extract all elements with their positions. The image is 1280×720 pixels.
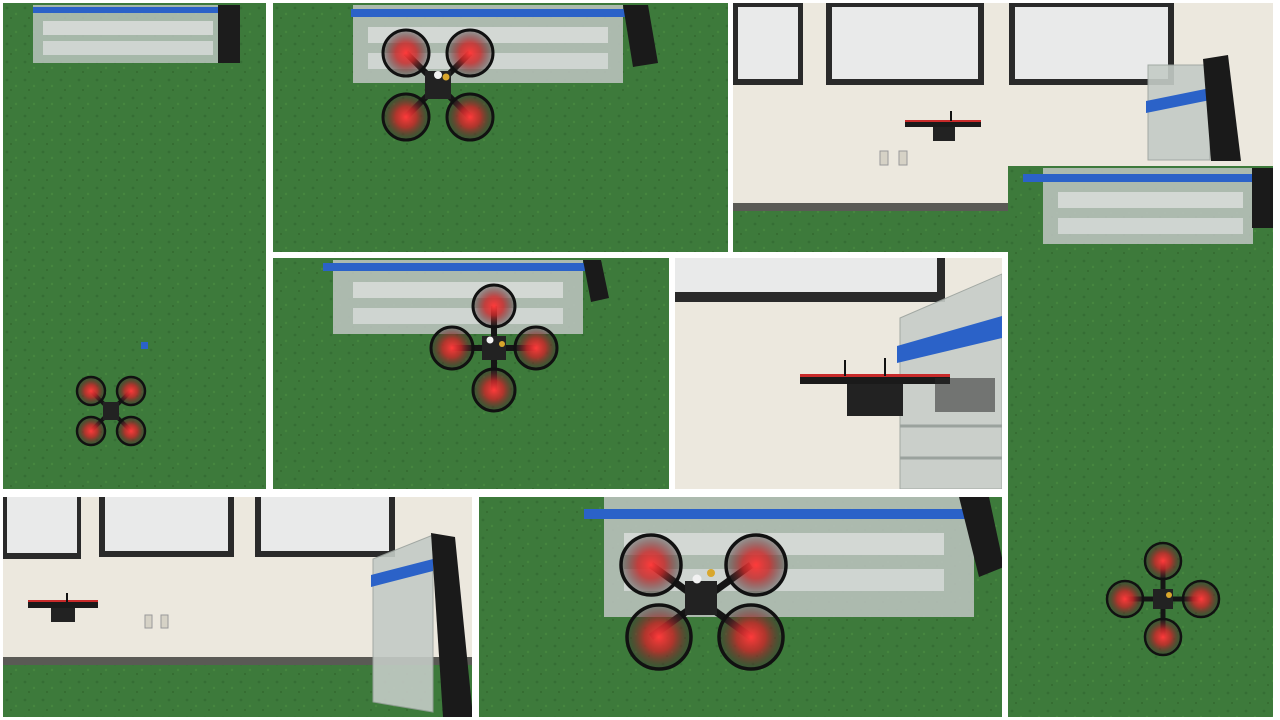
- photo-panel-5: [675, 258, 1002, 489]
- drone-sideview-photo: [3, 497, 472, 717]
- drone-sideview-photo: [675, 258, 1002, 489]
- drone-topdown-photo: [479, 497, 1002, 717]
- blue-marker: [141, 342, 148, 349]
- drone-sideview-photo: [733, 3, 1273, 252]
- drone-icon: [619, 533, 788, 671]
- drone-topdown-photo: [273, 258, 669, 489]
- photo-panel-3: [733, 3, 1273, 252]
- photo-panel-8: [479, 497, 1002, 717]
- drone-icon: [800, 358, 995, 416]
- photo-panel-1: [3, 3, 266, 489]
- drone-topdown-photo: [1008, 166, 1273, 717]
- drone-topdown-photo: [273, 3, 728, 252]
- shelf-unit: [33, 5, 240, 63]
- photo-panel-4: [273, 258, 669, 489]
- drone-icon: [1105, 541, 1221, 657]
- photo-panel-2: [273, 3, 728, 252]
- shelf-unit: [584, 497, 1002, 617]
- shelf-unit-side: [1146, 55, 1241, 161]
- drone-icon: [429, 283, 559, 413]
- drone-icon: [381, 28, 495, 142]
- photo-panel-7: [3, 497, 472, 717]
- photo-panel-6: [1008, 166, 1273, 717]
- shelf-unit-side: [371, 533, 472, 717]
- shelf-unit: [1023, 168, 1273, 244]
- drone-icon: [75, 375, 147, 447]
- drone-icon: [28, 593, 98, 622]
- drone-topdown-photo: [3, 3, 266, 489]
- shelf-unit: [323, 260, 609, 334]
- drone-icon: [905, 111, 981, 141]
